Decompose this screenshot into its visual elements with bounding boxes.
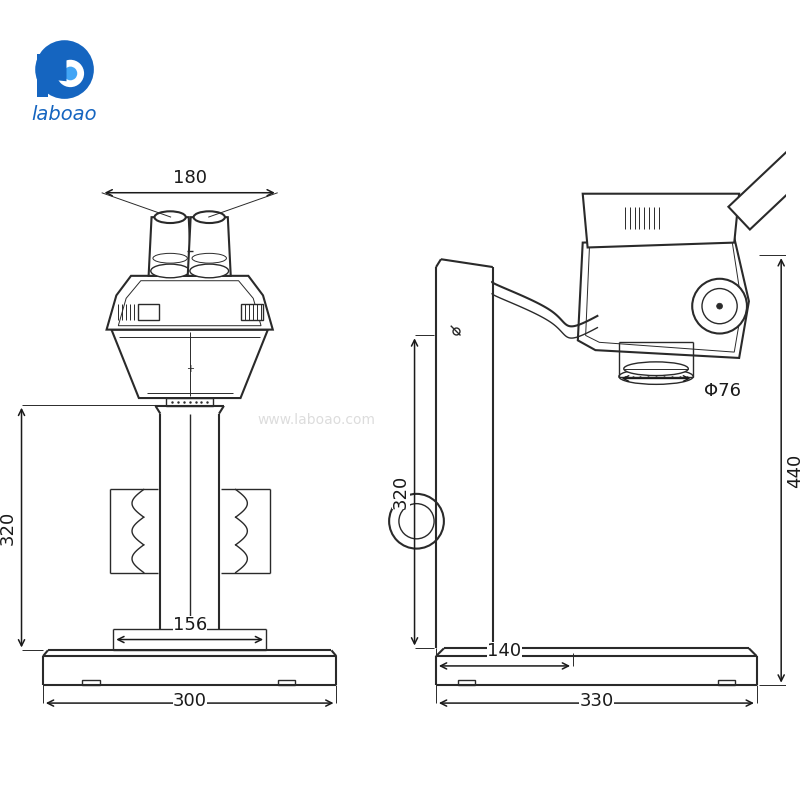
Circle shape — [35, 40, 94, 99]
Circle shape — [692, 278, 747, 334]
Text: 180: 180 — [173, 169, 206, 187]
Bar — [37, 54, 48, 97]
Polygon shape — [729, 124, 800, 230]
Circle shape — [717, 303, 722, 309]
Bar — [138, 304, 159, 320]
Bar — [242, 304, 263, 320]
Polygon shape — [582, 194, 739, 247]
Polygon shape — [106, 276, 273, 330]
Text: 300: 300 — [173, 692, 206, 710]
Text: Φ76: Φ76 — [704, 382, 741, 400]
Bar — [458, 680, 475, 686]
Bar — [166, 398, 213, 406]
Ellipse shape — [192, 254, 226, 263]
Polygon shape — [111, 330, 268, 398]
Polygon shape — [48, 56, 66, 82]
Text: 440: 440 — [786, 454, 800, 487]
Polygon shape — [118, 281, 261, 326]
Polygon shape — [188, 217, 230, 276]
Bar — [620, 207, 663, 229]
Bar — [718, 680, 735, 686]
Polygon shape — [578, 238, 749, 358]
Text: 330: 330 — [579, 692, 614, 710]
Bar — [82, 680, 100, 686]
Text: laboao: laboao — [32, 105, 98, 124]
Text: 320: 320 — [392, 474, 410, 509]
Circle shape — [389, 494, 444, 549]
Circle shape — [57, 60, 84, 87]
Ellipse shape — [624, 362, 688, 375]
Circle shape — [63, 66, 78, 80]
Text: 140: 140 — [487, 642, 522, 660]
Ellipse shape — [154, 211, 186, 223]
Ellipse shape — [150, 264, 190, 278]
Text: www.laboao.com: www.laboao.com — [258, 413, 376, 426]
Circle shape — [702, 289, 737, 324]
Text: 320: 320 — [0, 510, 17, 545]
Polygon shape — [149, 217, 192, 276]
Ellipse shape — [153, 254, 187, 263]
Text: +: + — [186, 364, 194, 374]
Ellipse shape — [190, 264, 229, 278]
Circle shape — [399, 504, 434, 539]
Ellipse shape — [619, 369, 693, 384]
Bar — [278, 680, 295, 686]
Ellipse shape — [620, 202, 663, 212]
Ellipse shape — [194, 211, 225, 223]
Ellipse shape — [620, 224, 663, 234]
Text: 156: 156 — [173, 616, 207, 634]
